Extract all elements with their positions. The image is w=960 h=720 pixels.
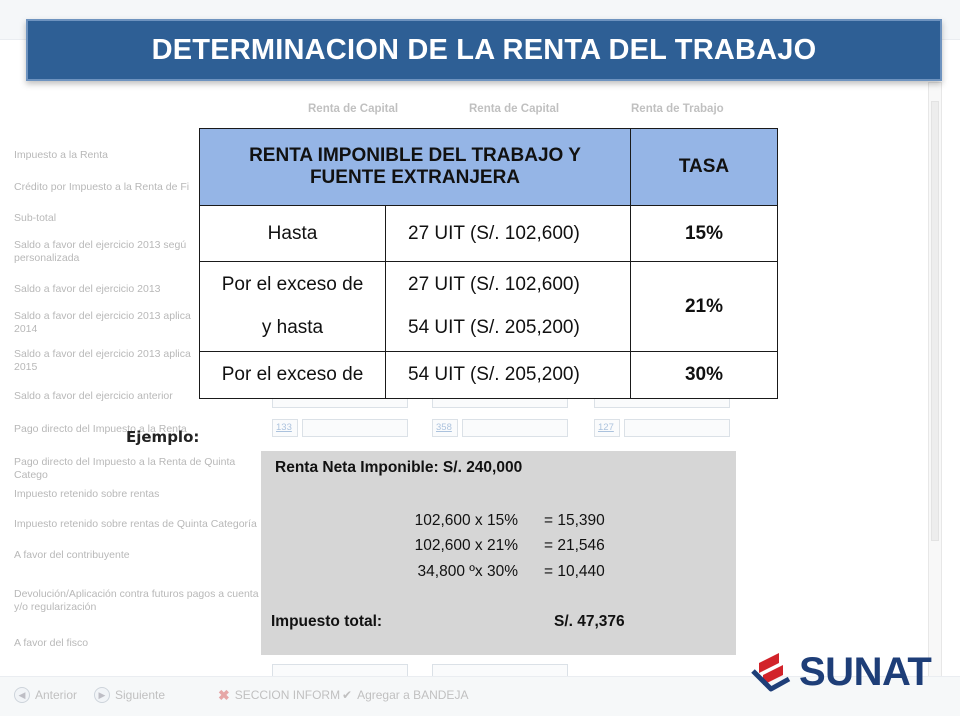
row-label-saldo-2013: Saldo a favor del ejercicio 2013 xyxy=(14,283,161,295)
agregar-bandeja-button[interactable]: ✔ Agregar a BANDEJA xyxy=(342,685,468,705)
example-line-3: 34,800 ºx 30% = 10,440 xyxy=(373,563,605,581)
agregar-bandeja-label: Agregar a BANDEJA xyxy=(357,688,469,702)
field-pago-directo-1[interactable] xyxy=(302,419,408,437)
arrow-left-icon: ◀ xyxy=(14,687,30,703)
row-label-impuesto-retenido: Impuesto retenido sobre rentas xyxy=(14,488,160,500)
rate-row-2-label-2: y hasta xyxy=(261,317,324,338)
code-link-133[interactable]: 133 xyxy=(272,419,298,437)
example-line-1: 102,600 x 15% = 15,390 xyxy=(373,512,605,530)
field-pago-directo-3[interactable] xyxy=(624,419,730,437)
field-a-favor-fisco-1[interactable] xyxy=(272,664,408,682)
sunat-logo: SUNAT xyxy=(749,645,935,699)
row-label-devolucion: Devolución/Aplicación contra futuros pag… xyxy=(14,588,259,600)
field-pago-directo-2[interactable] xyxy=(462,419,568,437)
rate-row-3-label: Por el exceso de xyxy=(199,351,386,399)
rate-row-2: Por el exceso de y hasta 27 UIT (S/. 102… xyxy=(199,261,778,352)
example-total-value: S/. 47,376 xyxy=(554,613,625,630)
rate-row-2-uit-1: 27 UIT (S/. 102,600) xyxy=(408,274,580,295)
example-line-1-calc: 102,600 x 15% xyxy=(414,512,518,529)
close-icon: ✖ xyxy=(218,686,230,703)
row-label-2015: 2015 xyxy=(14,361,38,373)
row-label-regularizacion: y/o regularización xyxy=(14,601,97,613)
row-label-saldo-2013-segun: Saldo a favor del ejercicio 2013 segú xyxy=(14,239,187,251)
header-rate: TASA xyxy=(630,128,778,206)
rate-row-2-uit: 27 UIT (S/. 102,600) 54 UIT (S/. 205,200… xyxy=(385,261,631,352)
siguiente-label: Siguiente xyxy=(115,688,166,702)
title-banner: DETERMINACION DE LA RENTA DEL TRABAJO xyxy=(26,19,942,81)
example-total-label: Impuesto total: xyxy=(271,613,383,630)
column-header-renta-capital-1: Renta de Capital xyxy=(308,103,399,115)
siguiente-button[interactable]: ▶ Siguiente xyxy=(94,685,165,705)
column-header-renta-capital-2: Renta de Capital xyxy=(469,103,560,115)
row-label-saldo-anterior: Saldo a favor del ejercicio anterior xyxy=(14,390,173,402)
row-label-a-favor-contribuyente: A favor del contribuyente xyxy=(14,549,130,561)
column-header-renta-trabajo: Renta de Trabajo xyxy=(631,103,724,115)
anterior-label: Anterior xyxy=(35,688,78,702)
seccion-inform-button[interactable]: ✖ SECCION INFORM xyxy=(218,685,340,705)
arrow-right-icon: ▶ xyxy=(94,687,110,703)
example-line-2-result: = 21,546 xyxy=(544,537,605,554)
field-a-favor-fisco-2[interactable] xyxy=(432,664,568,682)
row-label-personalizada: personalizada xyxy=(14,252,80,264)
rate-row-3-uit: 54 UIT (S/. 205,200) xyxy=(385,351,631,399)
example-box: Renta Neta Imponible: S/. 240,000 102,60… xyxy=(261,451,736,655)
example-renta-neta: Renta Neta Imponible: S/. 240,000 xyxy=(275,459,523,476)
rate-row-2-rate: 21% xyxy=(630,261,778,352)
example-line-1-result: = 15,390 xyxy=(544,512,605,529)
sunat-emblem-icon xyxy=(751,653,791,692)
row-label-a-favor-fisco: A favor del fisco xyxy=(14,637,89,649)
rate-row-1-uit: 27 UIT (S/. 102,600) xyxy=(385,205,631,262)
rate-row-2-label: Por el exceso de y hasta xyxy=(199,261,386,352)
rate-row-2-uit-2: 54 UIT (S/. 205,200) xyxy=(408,317,580,338)
row-label-2014: 2014 xyxy=(14,323,38,335)
rate-row-1-rate: 15% xyxy=(630,205,778,262)
rate-row-1-label: Hasta xyxy=(199,205,386,262)
code-link-127[interactable]: 127 xyxy=(594,419,620,437)
example-label: Ejemplo: xyxy=(126,428,200,446)
example-line-3-calc: 34,800 ºx 30% xyxy=(417,563,518,580)
row-label-subtotal: Sub-total xyxy=(14,212,57,224)
code-link-358[interactable]: 358 xyxy=(432,419,458,437)
inbox-icon: ✔ xyxy=(342,688,353,702)
anterior-button[interactable]: ◀ Anterior xyxy=(14,685,77,705)
rate-table-header-row: RENTA IMPONIBLE DEL TRABAJO Y FUENTE EXT… xyxy=(199,128,778,206)
vertical-scrollbar[interactable] xyxy=(928,82,942,682)
rate-row-2-label-1: Por el exceso de xyxy=(221,274,364,295)
row-label-saldo-2013-aplica-b: Saldo a favor del ejercicio 2013 aplica xyxy=(14,348,191,360)
row-label-pago-directo-quinta: Pago directo del Impuesto a la Renta de … xyxy=(14,456,236,481)
row-label-saldo-2013-aplica-a: Saldo a favor del ejercicio 2013 aplica xyxy=(14,310,191,322)
row-label-impuesto-retenido-quinta: Impuesto retenido sobre rentas de Quinta… xyxy=(14,518,257,530)
rate-row-1: Hasta 27 UIT (S/. 102,600) 15% xyxy=(199,205,778,262)
seccion-inform-label: SECCION INFORM xyxy=(234,688,341,702)
example-line-2: 102,600 x 21% = 21,546 xyxy=(373,537,605,555)
rate-row-3-rate: 30% xyxy=(630,351,778,399)
header-base: RENTA IMPONIBLE DEL TRABAJO Y FUENTE EXT… xyxy=(199,128,631,206)
page-title: DETERMINACION DE LA RENTA DEL TRABAJO xyxy=(151,33,817,66)
rate-table: RENTA IMPONIBLE DEL TRABAJO Y FUENTE EXT… xyxy=(199,128,778,399)
scrollbar-thumb[interactable] xyxy=(931,101,939,541)
rate-row-3: Por el exceso de 54 UIT (S/. 205,200) 30… xyxy=(199,351,778,399)
example-line-3-result: = 10,440 xyxy=(544,563,605,580)
example-line-2-calc: 102,600 x 21% xyxy=(414,537,518,554)
background-bottom-bar xyxy=(0,676,960,716)
sunat-logo-text: SUNAT xyxy=(799,649,932,694)
row-label-impuesto: Impuesto a la Renta xyxy=(14,149,108,161)
row-label-credito: Crédito por Impuesto a la Renta de Fi xyxy=(14,181,190,193)
row-label-pago-directo: Pago directo del Impuesto a la Renta xyxy=(14,423,187,435)
